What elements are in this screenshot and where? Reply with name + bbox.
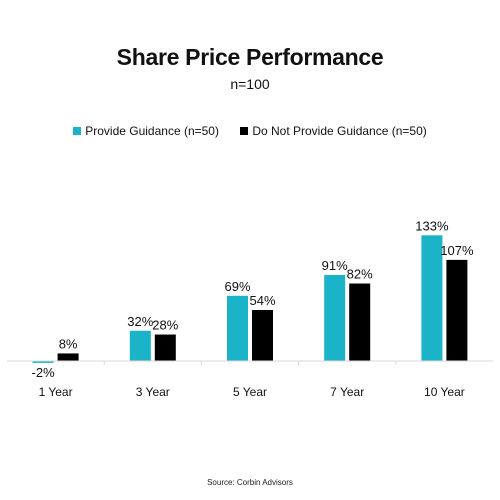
data-label-guidance-1-year: -2% bbox=[32, 365, 56, 380]
bar-no-guidance-7-year bbox=[349, 283, 371, 361]
bar-guidance-10-year bbox=[421, 235, 443, 361]
x-tick-label-7-year: 7 Year bbox=[330, 385, 364, 399]
legend-item-no-guidance: Do Not Provide Guidance (n=50) bbox=[240, 124, 427, 138]
data-label-no-guidance-3-year: 28% bbox=[152, 318, 178, 333]
chart-subtitle: n=100 bbox=[230, 76, 270, 92]
data-label-guidance-7-year: 91% bbox=[322, 258, 348, 273]
legend-label-provide-guidance: Provide Guidance (n=50) bbox=[85, 124, 219, 138]
chart-legend: Provide Guidance (n=50) Do Not Provide G… bbox=[0, 124, 500, 138]
x-tick-label-5-year: 5 Year bbox=[233, 385, 267, 399]
legend-item-provide-guidance: Provide Guidance (n=50) bbox=[73, 124, 219, 138]
bar-guidance-3-year bbox=[129, 330, 151, 361]
chart-title: Share Price Performance bbox=[116, 44, 384, 70]
bar-no-guidance-10-year bbox=[446, 259, 468, 361]
bar-no-guidance-5-year bbox=[252, 309, 273, 361]
x-tick-label-1-year: 1 Year bbox=[39, 385, 73, 399]
legend-label-no-guidance: Do Not Provide Guidance (n=50) bbox=[252, 124, 427, 138]
bar-guidance-5-year bbox=[227, 295, 248, 361]
bar-no-guidance-1-year bbox=[57, 353, 79, 361]
bar-guidance-1-year bbox=[32, 361, 54, 363]
data-label-no-guidance-7-year: 82% bbox=[347, 267, 373, 282]
x-tick-label-10-year: 10 Year bbox=[424, 385, 465, 399]
data-label-no-guidance-1-year: 8% bbox=[59, 336, 78, 351]
bar-no-guidance-3-year bbox=[154, 334, 176, 361]
source-note: Source: Corbin Advisors bbox=[207, 478, 293, 487]
x-tick-label-3-year: 3 Year bbox=[136, 385, 170, 399]
legend-swatch-provide-guidance bbox=[73, 127, 82, 135]
bar-guidance-7-year bbox=[324, 275, 346, 361]
data-label-guidance-5-year: 69% bbox=[224, 279, 250, 294]
legend-swatch-no-guidance bbox=[240, 127, 249, 135]
data-label-guidance-3-year: 32% bbox=[127, 314, 153, 329]
data-label-guidance-10-year: 133% bbox=[415, 218, 449, 233]
data-label-no-guidance-10-year: 107% bbox=[440, 243, 474, 258]
data-label-no-guidance-5-year: 54% bbox=[249, 293, 275, 308]
